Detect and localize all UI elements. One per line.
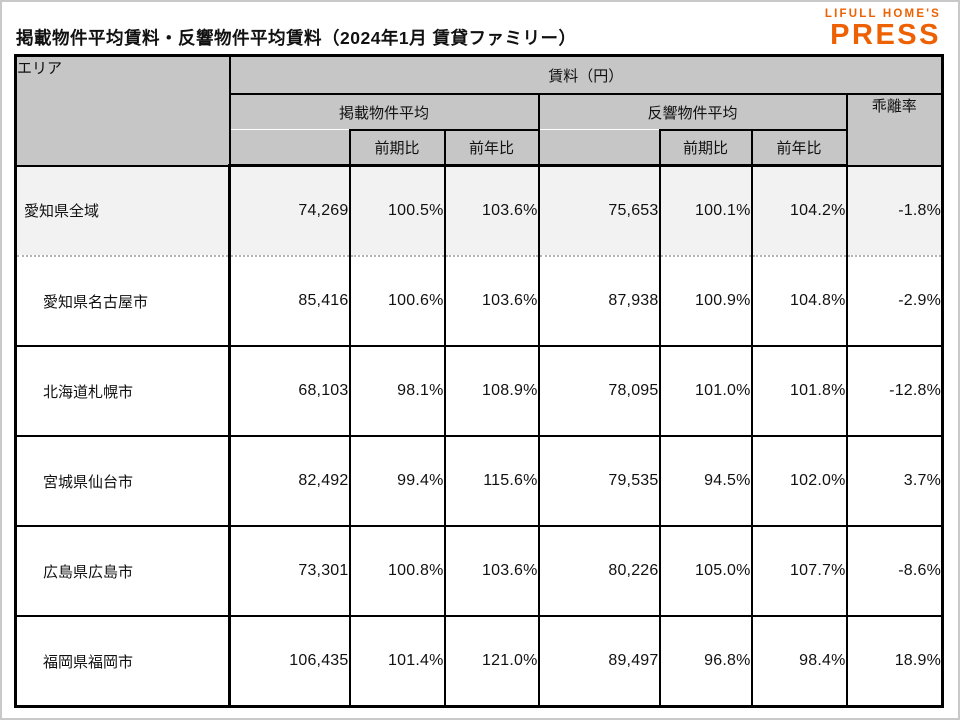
area-cell: 福岡県福岡市 — [14, 615, 231, 708]
response-prev-year-cell: 101.8% — [750, 345, 848, 437]
response-prev-year-cell: 107.7% — [750, 525, 848, 617]
listed-prev-year-cell: 115.6% — [443, 435, 540, 527]
header-response-prev-year: 前年比 — [750, 129, 848, 167]
table-row-nagoya: 愛知県名古屋市 85,416 100.6% 103.6% 87,938 100.… — [14, 255, 944, 347]
response-avg-cell: 78,095 — [537, 345, 661, 437]
response-avg-cell: 80,226 — [537, 525, 661, 617]
deviation-rate-cell: 18.9% — [845, 615, 944, 708]
area-cell: 愛知県名古屋市 — [14, 255, 231, 347]
listed-prev-period-cell: 100.8% — [348, 525, 446, 617]
listed-avg-cell: 68,103 — [228, 345, 351, 437]
area-cell: 広島県広島市 — [14, 525, 231, 617]
deviation-rate-cell: -12.8% — [845, 345, 944, 437]
response-prev-period-cell: 101.0% — [658, 345, 753, 437]
area-cell: 愛知県全域 — [14, 164, 231, 257]
response-prev-period-cell: 100.1% — [658, 164, 753, 257]
header-area: エリア — [14, 54, 231, 167]
response-prev-period-cell: 100.9% — [658, 255, 753, 347]
deviation-rate-cell: -1.8% — [845, 164, 944, 257]
listed-prev-period-cell: 98.1% — [348, 345, 446, 437]
header-rent-yen: 賃料（円） — [228, 54, 944, 95]
lifull-homes-press-logo: LIFULL HOME'S PRESS — [825, 8, 941, 50]
response-prev-period-cell: 96.8% — [658, 615, 753, 708]
listed-avg-cell: 74,269 — [228, 164, 351, 257]
response-prev-period-cell: 94.5% — [658, 435, 753, 527]
area-cell: 北海道札幌市 — [14, 345, 231, 437]
table-row-fukuoka: 福岡県福岡市 106,435 101.4% 121.0% 89,497 96.8… — [14, 615, 944, 708]
response-avg-cell: 87,938 — [537, 255, 661, 347]
listed-prev-period-cell: 100.5% — [348, 164, 446, 257]
listed-prev-year-cell: 103.6% — [443, 255, 540, 347]
header-deviation-rate: 乖離率 — [845, 93, 944, 167]
table-row-hiroshima: 広島県広島市 73,301 100.8% 103.6% 80,226 105.0… — [14, 525, 944, 617]
logo-lifull-homes-text: LIFULL HOME'S — [824, 8, 941, 20]
response-avg-cell: 79,535 — [537, 435, 661, 527]
listed-prev-year-cell: 103.6% — [443, 164, 540, 257]
header-listed-prev-year: 前年比 — [443, 129, 540, 167]
response-prev-year-cell: 104.8% — [750, 255, 848, 347]
listed-prev-year-cell: 121.0% — [443, 615, 540, 708]
logo-press-text: PRESS — [830, 19, 941, 51]
table-row-aichi-zeniki: 愛知県全域 74,269 100.5% 103.6% 75,653 100.1%… — [14, 164, 944, 257]
deviation-rate-cell: -2.9% — [845, 255, 944, 347]
area-cell: 宮城県仙台市 — [14, 435, 231, 527]
deviation-rate-cell: 3.7% — [845, 435, 944, 527]
header-spacer-listed — [228, 130, 351, 167]
header-row-1: エリア 賃料（円） — [14, 54, 944, 167]
listed-prev-period-cell: 101.4% — [348, 615, 446, 708]
response-prev-year-cell: 98.4% — [750, 615, 848, 708]
listed-prev-year-cell: 103.6% — [443, 525, 540, 617]
header-response-prev-period: 前期比 — [658, 129, 753, 167]
table-row-sendai: 宮城県仙台市 82,492 99.4% 115.6% 79,535 94.5% … — [14, 435, 944, 527]
response-prev-year-cell: 102.0% — [750, 435, 848, 527]
response-prev-year-cell: 104.2% — [750, 164, 848, 257]
listed-prev-period-cell: 100.6% — [348, 255, 446, 347]
listed-avg-cell: 82,492 — [228, 435, 351, 527]
table-row-sapporo: 北海道札幌市 68,103 98.1% 108.9% 78,095 101.0%… — [14, 345, 944, 437]
page-title: 掲載物件平均賃料・反響物件平均賃料（2024年1月 賃貸ファミリー） — [16, 28, 577, 48]
header-response-average: 反響物件平均 — [537, 93, 848, 131]
listed-prev-year-cell: 108.9% — [443, 345, 540, 437]
header-row-2: 掲載物件平均 反響物件平均 乖離率 — [16, 93, 944, 167]
header-row-3: 前期比 前年比 前期比 前年比 — [16, 129, 943, 167]
header-spacer-response — [537, 130, 661, 167]
listed-avg-cell: 106,435 — [228, 615, 351, 708]
header-listed-average: 掲載物件平均 — [228, 93, 540, 131]
listed-prev-period-cell: 99.4% — [348, 435, 446, 527]
header-listed-prev-period: 前期比 — [348, 129, 446, 167]
response-prev-period-cell: 105.0% — [658, 525, 753, 617]
response-avg-cell: 75,653 — [537, 164, 661, 257]
listed-avg-cell: 73,301 — [228, 525, 351, 617]
response-avg-cell: 89,497 — [537, 615, 661, 708]
deviation-rate-cell: -8.6% — [845, 525, 944, 617]
rent-comparison-table: エリア 賃料（円） 掲載物件平均 反響物件平均 乖離率 前期比 前年比 前期比 … — [14, 54, 945, 708]
listed-avg-cell: 85,416 — [228, 255, 351, 347]
